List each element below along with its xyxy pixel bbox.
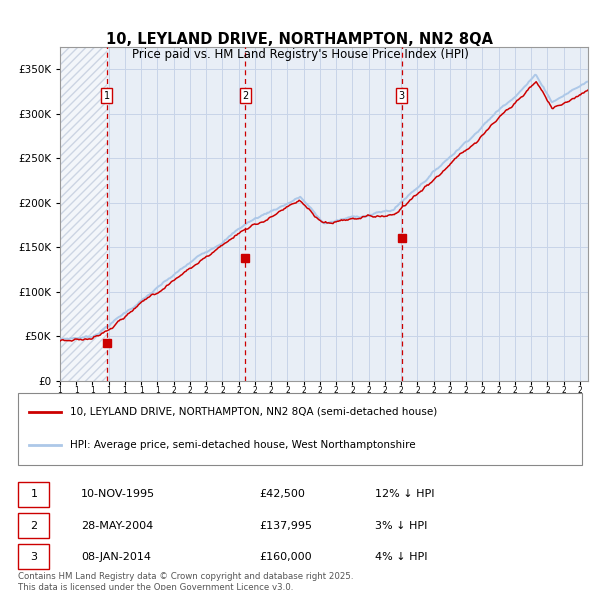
Bar xyxy=(60,47,107,381)
Text: Price paid vs. HM Land Registry's House Price Index (HPI): Price paid vs. HM Land Registry's House … xyxy=(131,48,469,61)
Bar xyxy=(18,513,49,538)
Text: 3: 3 xyxy=(31,552,37,562)
Text: 4% ↓ HPI: 4% ↓ HPI xyxy=(375,552,427,562)
Text: Contains HM Land Registry data © Crown copyright and database right 2025.
This d: Contains HM Land Registry data © Crown c… xyxy=(18,572,353,590)
Text: £160,000: £160,000 xyxy=(260,552,313,562)
Bar xyxy=(18,482,49,507)
Text: 08-JAN-2014: 08-JAN-2014 xyxy=(81,552,151,562)
Text: 2: 2 xyxy=(242,90,248,100)
Text: 28-MAY-2004: 28-MAY-2004 xyxy=(81,520,154,530)
Text: 1: 1 xyxy=(31,490,37,499)
Text: £42,500: £42,500 xyxy=(260,490,305,499)
Text: 2: 2 xyxy=(31,520,37,530)
Text: 1: 1 xyxy=(104,90,110,100)
Text: 10-NOV-1995: 10-NOV-1995 xyxy=(81,490,155,499)
Bar xyxy=(60,47,107,381)
Text: 10, LEYLAND DRIVE, NORTHAMPTON, NN2 8QA (semi-detached house): 10, LEYLAND DRIVE, NORTHAMPTON, NN2 8QA … xyxy=(70,407,437,417)
Text: 10, LEYLAND DRIVE, NORTHAMPTON, NN2 8QA: 10, LEYLAND DRIVE, NORTHAMPTON, NN2 8QA xyxy=(107,32,493,47)
Text: 3% ↓ HPI: 3% ↓ HPI xyxy=(375,520,427,530)
Text: HPI: Average price, semi-detached house, West Northamptonshire: HPI: Average price, semi-detached house,… xyxy=(70,440,415,450)
Text: 3: 3 xyxy=(398,90,405,100)
Text: 12% ↓ HPI: 12% ↓ HPI xyxy=(375,490,434,499)
Bar xyxy=(18,544,49,569)
Text: £137,995: £137,995 xyxy=(260,520,313,530)
